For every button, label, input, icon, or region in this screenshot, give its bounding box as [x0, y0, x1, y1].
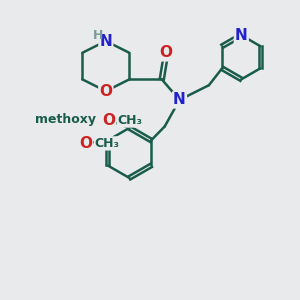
Text: O: O [160, 45, 173, 60]
Text: N: N [235, 28, 248, 43]
Text: O: O [79, 136, 92, 151]
Text: CH₃: CH₃ [118, 114, 142, 127]
Text: methoxy: methoxy [103, 120, 110, 121]
Text: H: H [93, 29, 104, 42]
Text: methoxy: methoxy [34, 113, 95, 127]
Text: O: O [99, 84, 112, 99]
Text: N: N [173, 92, 186, 107]
Text: CH₃: CH₃ [94, 137, 119, 150]
Text: N: N [100, 34, 112, 49]
Text: O: O [102, 113, 115, 128]
